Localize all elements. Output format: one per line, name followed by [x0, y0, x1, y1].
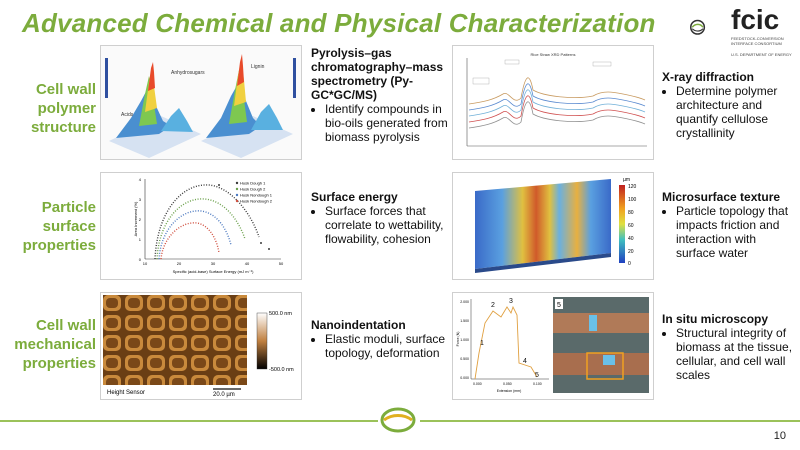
page-number: 10: [773, 430, 786, 442]
svg-text:Husk Dough 2: Husk Dough 2: [240, 187, 266, 192]
footer-logo-icon: [380, 407, 416, 433]
fcic-logo: [690, 19, 706, 35]
logo-subtitle: FEEDSTOCK-CONVERSION INTERFACE CONSORTIU…: [731, 36, 784, 46]
svg-text:2: 2: [139, 217, 142, 222]
footer-line-right: [420, 420, 800, 422]
svg-text:20: 20: [628, 249, 634, 255]
svg-text:40: 40: [628, 236, 634, 242]
svg-text:1.500: 1.500: [460, 319, 469, 323]
svg-text:20: 20: [177, 261, 182, 266]
pygc-label-lignin: Lignin: [251, 64, 265, 70]
svg-text:2: 2: [491, 302, 495, 309]
surface-energy-ylabel: Area Increment (%): [133, 201, 138, 236]
insitu-figure: 2.000 1.500 1.000 0.500 0.000 0.000 0.05…: [452, 292, 654, 400]
pygc-label-anhydrosugars: Anhydrosugars: [171, 70, 205, 76]
row-label-surface: Particle surface properties: [22, 199, 96, 254]
logo-agency: U.S. DEPARTMENT OF ENERGY: [731, 52, 792, 57]
svg-text:120: 120: [628, 184, 637, 190]
xrd-figure: Rice Straw XRD Patterns: [452, 45, 654, 160]
svg-text:80: 80: [628, 210, 634, 216]
afm-scale-top: 500.0 nm: [269, 311, 292, 317]
texture-unit: µm: [623, 177, 630, 183]
surface-energy-xlabel: Specific (acid-base) Surface Energy (mJ …: [173, 269, 254, 274]
afm-sensor: Height Sensor: [107, 390, 145, 396]
pygc-surface-right: [201, 54, 293, 158]
svg-text:40: 40: [245, 261, 250, 266]
pygc-bullet: Identify compounds in bio-oils generated…: [325, 102, 451, 144]
svg-text:Husk Dough 1: Husk Dough 1: [240, 181, 266, 186]
insitu-description: In situ microscopy Structural integrity …: [662, 312, 794, 382]
pygc-heading: Pyrolysis–gas chromatography–mass spectr…: [311, 46, 444, 102]
row-label-mechanical: Cell wall mechanical properties: [14, 317, 96, 372]
svg-text:10: 10: [143, 261, 148, 266]
svg-text:50: 50: [279, 261, 284, 266]
insitu-bullet: Structural integrity of biomass at the t…: [676, 326, 794, 382]
logo-text: fcic: [731, 4, 780, 35]
svg-text:5: 5: [535, 372, 539, 379]
xrd-title: Rice Straw XRD Patterns: [531, 52, 576, 57]
indent-ylabel: Force (N): [456, 332, 460, 347]
surface-energy-bullet: Surface forces that correlate to wettabi…: [325, 204, 451, 246]
nanoindentation-description: Nanoindentation Elastic moduli, surface …: [311, 318, 451, 360]
svg-text:0.050: 0.050: [503, 382, 512, 386]
svg-text:4: 4: [139, 177, 142, 182]
svg-text:4: 4: [523, 358, 527, 365]
svg-text:0.000: 0.000: [460, 376, 469, 380]
svg-text:0: 0: [139, 257, 142, 262]
svg-text:30: 30: [211, 261, 216, 266]
svg-text:1: 1: [139, 237, 142, 242]
svg-text:0: 0: [628, 261, 631, 267]
nanoindentation-bullet: Elastic moduli, surface topology, deform…: [325, 332, 451, 360]
svg-text:0.000: 0.000: [473, 382, 482, 386]
svg-text:Husk Nondough 2: Husk Nondough 2: [240, 199, 273, 204]
surface-energy-heading: Surface energy: [311, 190, 398, 204]
afm-scale-bottom: -500.0 nm: [269, 367, 294, 373]
svg-text:0.500: 0.500: [460, 357, 469, 361]
row-label-polymer: Cell wall polymer structure: [30, 81, 96, 136]
texture-bullet: Particle topology that impacts friction …: [676, 204, 794, 260]
surface-energy-legend: Husk Dough 1 Husk Dough 2 Husk Nondough …: [235, 181, 273, 204]
svg-text:3: 3: [139, 197, 142, 202]
texture-description: Microsurface texture Particle topology t…: [662, 190, 794, 260]
insitu-heading: In situ microscopy: [662, 312, 769, 326]
surface-energy-description: Surface energy Surface forces that corre…: [311, 190, 451, 246]
indent-xlabel: Extension (mm): [497, 389, 522, 393]
svg-text:0.100: 0.100: [533, 382, 542, 386]
xrd-heading: X-ray diffraction: [662, 70, 755, 84]
micro-label: 5: [557, 302, 561, 309]
slide-title: Advanced Chemical and Physical Character…: [22, 8, 656, 38]
nanoindentation-heading: Nanoindentation: [311, 318, 406, 332]
surface-energy-figure: 0 1 2 3 4 10 20 30 40 50 Specific (acid-…: [100, 172, 302, 280]
afm-scalebar: 20.0 µm: [213, 392, 235, 398]
afm-figure: Height Sensor 20.0 µm 500.0 nm -500.0 nm: [100, 292, 302, 400]
pygc-surface-left: [109, 62, 201, 158]
svg-text:1: 1: [480, 340, 484, 347]
svg-text:100: 100: [628, 197, 637, 203]
pygc-label-acids: Acids: [121, 112, 134, 118]
xrd-description: X-ray diffraction Determine polymer arch…: [662, 70, 794, 140]
texture-heading: Microsurface texture: [662, 190, 781, 204]
svg-text:60: 60: [628, 223, 634, 229]
pygc-figure: Anhydrosugars Lignin Acids: [100, 45, 302, 160]
svg-text:1.000: 1.000: [460, 338, 469, 342]
xrd-bullet: Determine polymer architecture and quant…: [676, 84, 794, 140]
footer-line-left: [0, 420, 378, 422]
svg-text:3: 3: [509, 298, 513, 305]
svg-text:2.000: 2.000: [460, 300, 469, 304]
svg-text:Husk Nondough 1: Husk Nondough 1: [240, 193, 273, 198]
pygc-description: Pyrolysis–gas chromatography–mass spectr…: [311, 46, 451, 144]
texture-figure: µm 120 100 80 60 40 20 0: [452, 172, 654, 280]
